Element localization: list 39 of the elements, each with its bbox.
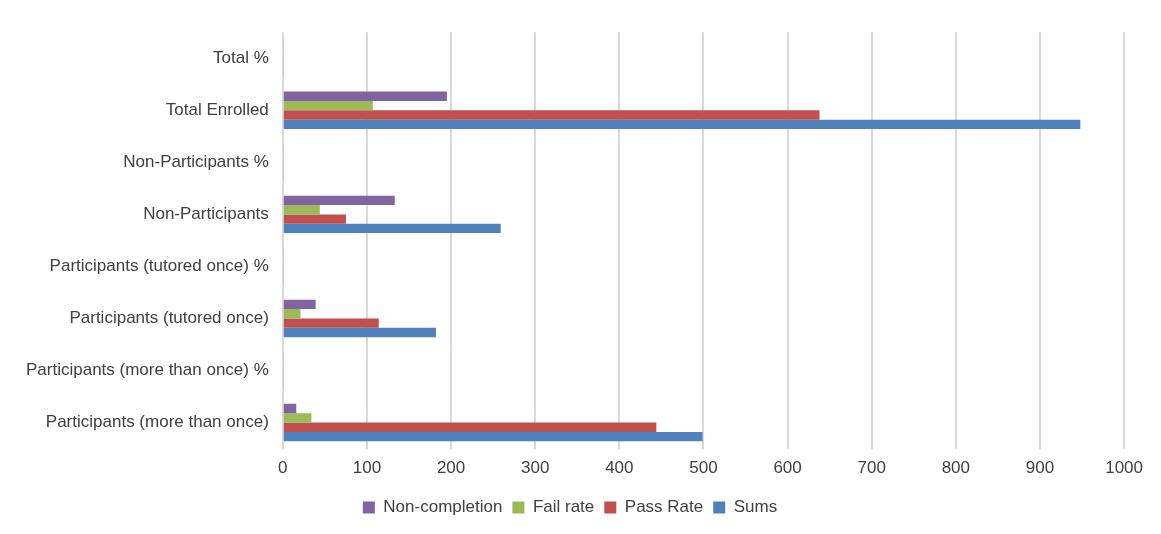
bar: [283, 214, 346, 224]
y-tick-label: Total %: [213, 47, 269, 67]
legend-label: Non-completion: [383, 497, 503, 517]
legend-label: Sums: [733, 497, 778, 517]
y-tick-label: Non-Participants %: [123, 152, 269, 172]
legend-label: Fail rate: [532, 497, 595, 517]
x-tick-label: 0: [278, 458, 288, 478]
x-tick-label: 200: [436, 458, 466, 478]
bar: [283, 403, 297, 414]
bar: [283, 110, 820, 120]
x-tick-label: 900: [1025, 458, 1055, 478]
bar: [283, 422, 657, 432]
legend-label: Pass Rate: [624, 497, 704, 517]
bar: [283, 431, 703, 442]
y-tick-label: Participants (more than once) %: [25, 360, 269, 380]
x-tick-label: 800: [941, 458, 971, 478]
bar: [283, 413, 312, 423]
x-tick-label: 600: [773, 458, 802, 478]
bar: [283, 318, 379, 328]
bar: [283, 327, 436, 338]
y-tick-label: Participants (tutored once) %: [49, 256, 269, 276]
bar: [283, 309, 301, 319]
x-tick-label: 700: [857, 458, 886, 478]
bar: [283, 205, 320, 215]
x-tick-label: 1000: [1105, 458, 1143, 478]
bar: [283, 91, 447, 101]
bar: [283, 100, 373, 111]
x-tick-label: 300: [521, 458, 550, 478]
y-tick-label: Total Enrolled: [165, 99, 269, 119]
y-tick-label: Non-Participants: [143, 204, 269, 224]
bar: [283, 119, 1081, 130]
x-tick-label: 500: [689, 458, 718, 478]
bar: [283, 195, 395, 206]
x-tick-label: 400: [605, 458, 634, 478]
y-tick-label: Participants (tutored once): [69, 308, 269, 328]
x-tick-label: 100: [352, 458, 382, 478]
bar: [283, 223, 501, 234]
y-tick-label: Participants (more than once): [45, 412, 269, 432]
bar: [283, 299, 316, 310]
